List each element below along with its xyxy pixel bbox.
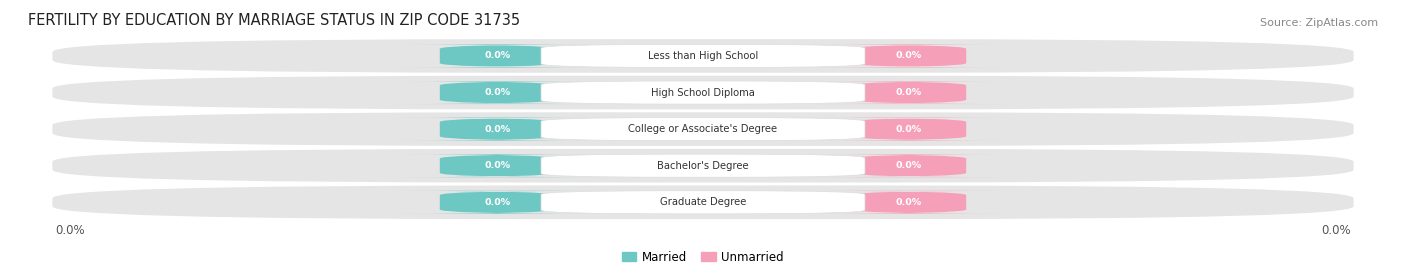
- FancyBboxPatch shape: [52, 185, 1354, 219]
- FancyBboxPatch shape: [541, 81, 865, 104]
- FancyBboxPatch shape: [804, 44, 1014, 68]
- FancyBboxPatch shape: [804, 154, 1014, 177]
- Text: 0.0%: 0.0%: [484, 88, 510, 97]
- FancyBboxPatch shape: [52, 76, 1354, 109]
- Text: 0.0%: 0.0%: [484, 51, 510, 61]
- FancyBboxPatch shape: [52, 39, 1354, 73]
- FancyBboxPatch shape: [541, 44, 865, 68]
- FancyBboxPatch shape: [392, 191, 602, 214]
- FancyBboxPatch shape: [52, 149, 1354, 183]
- Text: College or Associate's Degree: College or Associate's Degree: [628, 124, 778, 134]
- Text: 0.0%: 0.0%: [55, 224, 84, 236]
- Legend: Married, Unmarried: Married, Unmarried: [620, 248, 786, 266]
- FancyBboxPatch shape: [392, 81, 602, 104]
- FancyBboxPatch shape: [52, 112, 1354, 146]
- Text: Less than High School: Less than High School: [648, 51, 758, 61]
- Text: High School Diploma: High School Diploma: [651, 87, 755, 98]
- FancyBboxPatch shape: [392, 118, 602, 141]
- FancyBboxPatch shape: [541, 191, 865, 214]
- FancyBboxPatch shape: [804, 191, 1014, 214]
- Text: Graduate Degree: Graduate Degree: [659, 197, 747, 207]
- FancyBboxPatch shape: [541, 154, 865, 177]
- FancyBboxPatch shape: [392, 44, 602, 68]
- FancyBboxPatch shape: [392, 154, 602, 177]
- FancyBboxPatch shape: [541, 118, 865, 141]
- Text: Source: ZipAtlas.com: Source: ZipAtlas.com: [1260, 17, 1378, 28]
- Text: 0.0%: 0.0%: [484, 125, 510, 134]
- Text: 0.0%: 0.0%: [896, 198, 922, 207]
- Text: 0.0%: 0.0%: [484, 161, 510, 170]
- Text: 0.0%: 0.0%: [896, 88, 922, 97]
- Text: 0.0%: 0.0%: [896, 161, 922, 170]
- Text: 0.0%: 0.0%: [896, 51, 922, 61]
- FancyBboxPatch shape: [804, 81, 1014, 104]
- FancyBboxPatch shape: [804, 118, 1014, 141]
- Text: 0.0%: 0.0%: [1322, 224, 1351, 236]
- Text: Bachelor's Degree: Bachelor's Degree: [657, 161, 749, 171]
- Text: FERTILITY BY EDUCATION BY MARRIAGE STATUS IN ZIP CODE 31735: FERTILITY BY EDUCATION BY MARRIAGE STATU…: [28, 13, 520, 28]
- Text: 0.0%: 0.0%: [484, 198, 510, 207]
- Text: 0.0%: 0.0%: [896, 125, 922, 134]
